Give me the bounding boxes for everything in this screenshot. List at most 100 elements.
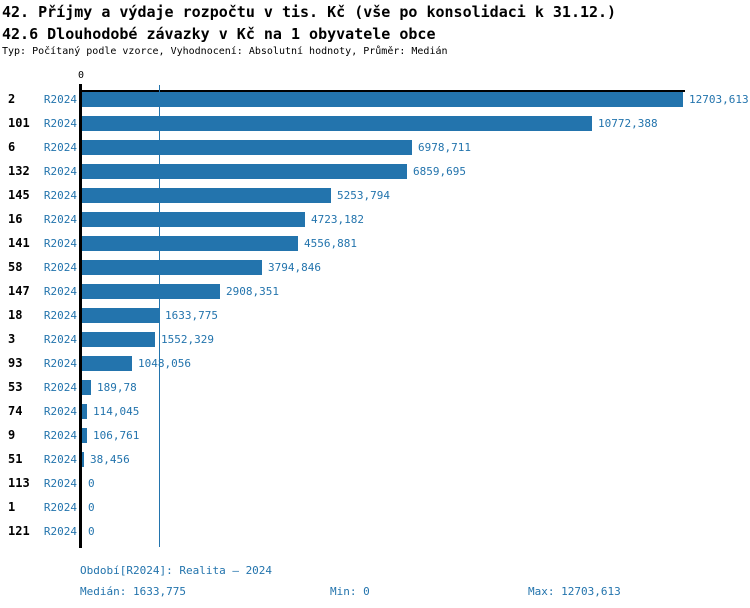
- bar-value-label: 189,78: [97, 381, 137, 394]
- bar[interactable]: [82, 356, 132, 371]
- bar-value-label: 106,761: [93, 429, 140, 442]
- footer-max-stat: Max: 12703,613: [528, 585, 621, 598]
- bar[interactable]: [82, 212, 305, 227]
- bar-value-label: 0: [88, 525, 95, 538]
- chart-row: 1 R2024 0: [0, 500, 750, 515]
- row-period-label: R2024: [43, 285, 77, 298]
- bar[interactable]: [82, 284, 220, 299]
- chart-row: 18 R2024 1633,775: [0, 308, 750, 323]
- footer-period-info: Období[R2024]: Realita – 2024: [80, 564, 273, 577]
- bar[interactable]: [82, 452, 84, 467]
- x-axis-top-line: [80, 90, 685, 92]
- chart-row: 74 R2024 114,045: [0, 404, 750, 419]
- row-period-label: R2024: [43, 453, 77, 466]
- row-period-label: R2024: [43, 93, 77, 106]
- bar[interactable]: [82, 92, 683, 107]
- row-period-label: R2024: [43, 189, 77, 202]
- bar-value-label: 3794,846: [268, 261, 321, 274]
- chart-row: 9 R2024 106,761: [0, 428, 750, 443]
- chart-row: 121 R2024 0: [0, 524, 750, 539]
- page-title: 42. Příjmy a výdaje rozpočtu v tis. Kč (…: [2, 3, 617, 21]
- row-period-label: R2024: [43, 429, 77, 442]
- row-category-label: 121: [8, 524, 30, 538]
- row-period-label: R2024: [43, 477, 77, 490]
- row-period-label: R2024: [43, 213, 77, 226]
- bar[interactable]: [82, 332, 155, 347]
- row-period-label: R2024: [43, 309, 77, 322]
- bar[interactable]: [82, 380, 91, 395]
- bar-value-label: 1552,329: [161, 333, 214, 346]
- bar[interactable]: [82, 308, 159, 323]
- bar-value-label: 5253,794: [337, 189, 390, 202]
- chart-row: 101 R2024 10772,388: [0, 116, 750, 131]
- row-period-label: R2024: [43, 261, 77, 274]
- footer-min-stat: Min: 0: [330, 585, 370, 598]
- row-period-label: R2024: [43, 405, 77, 418]
- chart-row: 141 R2024 4556,881: [0, 236, 750, 251]
- row-period-label: R2024: [43, 141, 77, 154]
- row-category-label: 51: [8, 452, 23, 466]
- chart-row: 53 R2024 189,78: [0, 380, 750, 395]
- bar[interactable]: [82, 140, 412, 155]
- row-category-label: 6: [8, 140, 16, 154]
- bar[interactable]: [82, 404, 87, 419]
- chart-row: 6 R2024 6978,711: [0, 140, 750, 155]
- bar-value-label: 1048,056: [138, 357, 191, 370]
- bar-value-label: 38,456: [90, 453, 130, 466]
- bar-value-label: 10772,388: [598, 117, 658, 130]
- chart-row: 145 R2024 5253,794: [0, 188, 750, 203]
- chart-row: 58 R2024 3794,846: [0, 260, 750, 275]
- row-category-label: 9: [8, 428, 16, 442]
- row-category-label: 147: [8, 284, 30, 298]
- row-category-label: 1: [8, 500, 16, 514]
- bar-value-label: 6978,711: [418, 141, 471, 154]
- row-category-label: 74: [8, 404, 23, 418]
- row-period-label: R2024: [43, 237, 77, 250]
- chart-row: 93 R2024 1048,056: [0, 356, 750, 371]
- bar[interactable]: [82, 188, 331, 203]
- median-gridline: [159, 85, 160, 547]
- chart-row: 2 R2024 12703,613: [0, 92, 750, 107]
- row-category-label: 101: [8, 116, 30, 130]
- footer-median-stat: Medián: 1633,775: [80, 585, 186, 598]
- row-period-label: R2024: [43, 525, 77, 538]
- row-category-label: 93: [8, 356, 23, 370]
- bar[interactable]: [82, 116, 592, 131]
- row-category-label: 16: [8, 212, 23, 226]
- row-period-label: R2024: [43, 501, 77, 514]
- bar-value-label: 12703,613: [689, 93, 749, 106]
- row-category-label: 132: [8, 164, 30, 178]
- row-category-label: 18: [8, 308, 23, 322]
- bar[interactable]: [82, 428, 87, 443]
- bar-value-label: 114,045: [93, 405, 140, 418]
- bar-value-label: 4723,182: [311, 213, 364, 226]
- bar-value-label: 6859,695: [413, 165, 466, 178]
- y-axis-line: [79, 84, 82, 548]
- row-period-label: R2024: [43, 381, 77, 394]
- row-category-label: 141: [8, 236, 30, 250]
- row-category-label: 2: [8, 92, 16, 106]
- chart-row: 147 R2024 2908,351: [0, 284, 750, 299]
- bar-value-label: 0: [88, 477, 95, 490]
- axis-zero-tick-label: 0: [77, 70, 85, 81]
- chart-row: 3 R2024 1552,329: [0, 332, 750, 347]
- bar[interactable]: [82, 164, 407, 179]
- chart-row: 51 R2024 38,456: [0, 452, 750, 467]
- bar-value-label: 4556,881: [304, 237, 357, 250]
- row-category-label: 58: [8, 260, 23, 274]
- chart-row: 16 R2024 4723,182: [0, 212, 750, 227]
- row-category-label: 53: [8, 380, 23, 394]
- bar[interactable]: [82, 236, 298, 251]
- chart-type-info: Typ: Počítaný podle vzorce, Vyhodnocení:…: [2, 46, 448, 57]
- row-category-label: 145: [8, 188, 30, 202]
- row-category-label: 3: [8, 332, 16, 346]
- bar[interactable]: [82, 260, 262, 275]
- bar-value-label: 2908,351: [226, 285, 279, 298]
- chart-row: 132 R2024 6859,695: [0, 164, 750, 179]
- chart-row: 113 R2024 0: [0, 476, 750, 491]
- bar-value-label: 1633,775: [165, 309, 218, 322]
- bar-value-label: 0: [88, 501, 95, 514]
- chart-title: 42.6 Dlouhodobé závazky v Kč na 1 obyvat…: [2, 25, 436, 43]
- row-period-label: R2024: [43, 165, 77, 178]
